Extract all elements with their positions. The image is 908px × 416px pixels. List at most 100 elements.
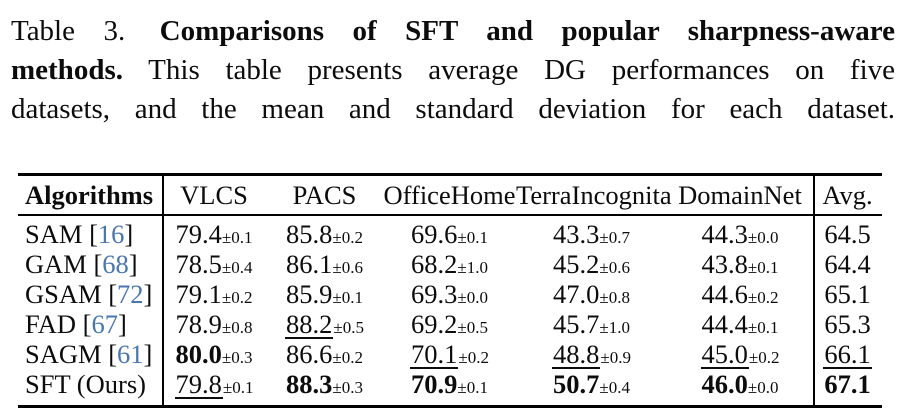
algorithm-cell: GSAM [72]	[18, 279, 162, 309]
metric-cell: 45.2±0.6	[516, 249, 667, 279]
citation-link[interactable]: 16	[97, 219, 125, 249]
metric-cell: 44.3±0.0	[667, 219, 813, 249]
mean-value: 45.2	[553, 249, 600, 279]
metric-cell: 68.2±1.0	[383, 249, 516, 279]
caption-line-1: Table 3. Comparisons of SFT and popular …	[11, 12, 895, 51]
mean-value: 44.6	[701, 279, 748, 309]
mean-value: 48.8	[552, 339, 601, 369]
citation-link[interactable]: 67	[91, 309, 119, 339]
mean-value: 47.0	[553, 279, 600, 309]
mean-value: 44.4	[701, 309, 748, 339]
metric-cell: 86.1±0.6	[266, 249, 383, 279]
mean-value: 86.1	[286, 249, 333, 279]
std-value: ±0.6	[599, 258, 630, 277]
citation-bracket-close: ]	[124, 219, 134, 249]
std-value: ±0.0	[747, 378, 779, 397]
mean-value: 69.6	[411, 219, 458, 249]
table-row: FAD [67] 78.9±0.8 88.2±0.5 69.2±0.5 45.7±1.0…	[18, 309, 882, 339]
std-value: ±0.9	[600, 348, 631, 367]
citation-link[interactable]: 72	[117, 279, 144, 309]
metric-cell: 80.0±0.3	[162, 339, 266, 369]
column-header-avg: Avg.	[822, 180, 873, 210]
std-value: ±0.1	[457, 228, 488, 247]
algorithm-cell: SFT (Ours)	[18, 369, 162, 399]
avg-cell: 66.1	[813, 339, 882, 369]
metric-cell: 88.2±0.5	[266, 309, 383, 339]
mean-value: 88.2	[285, 309, 334, 339]
column-header-terraincognita: TerraIncognita	[516, 180, 672, 210]
table-caption: Table 3. Comparisons of SFT and popular …	[11, 12, 895, 129]
metric-cell: 48.8±0.9	[516, 339, 667, 369]
algorithm-name: SAM	[25, 219, 83, 249]
std-value: ±1.0	[457, 258, 488, 277]
mean-value: 86.6	[286, 339, 333, 369]
metric-cell: 43.8±0.1	[667, 249, 813, 279]
table-row: SAM [16] 79.4±0.1 85.8±0.2 69.6±0.1 43.3±0.7…	[18, 219, 882, 249]
mean-value: 80.0	[175, 339, 222, 369]
metric-cell: 70.9±0.1	[383, 369, 516, 399]
citation-link[interactable]: 61	[117, 339, 144, 369]
citation-link[interactable]: 68	[102, 249, 129, 279]
std-value: ±0.5	[333, 318, 364, 337]
algorithm-name: GSAM	[25, 279, 102, 309]
metric-cell: 70.1±0.2	[383, 339, 516, 369]
metric-cell: 46.0±0.0	[667, 369, 813, 399]
avg-cell: 67.1	[813, 369, 882, 399]
table-row: SAGM [61] 80.0±0.3 86.6±0.2 70.1±0.2 48.8±0.…	[18, 339, 882, 369]
std-value: ±0.2	[747, 288, 779, 307]
citation-bracket-open: [	[82, 219, 98, 249]
std-value: ±0.2	[748, 348, 780, 367]
mean-value: 85.9	[286, 279, 333, 309]
metric-cell: 85.8±0.2	[266, 219, 383, 249]
std-value: ±0.0	[457, 288, 488, 307]
metric-cell: 45.0±0.2	[667, 339, 813, 369]
std-value: ±0.6	[332, 258, 363, 277]
caption-title-bold-cont: methods.	[11, 54, 123, 86]
results-table: Algorithms VLCS PACS OfficeHome TerraInc…	[18, 173, 882, 408]
caption-body-text-2: datasets, and the mean and standard devi…	[11, 93, 895, 125]
algorithm-cell: SAGM [61]	[18, 339, 162, 369]
std-value: ±0.1	[332, 288, 363, 307]
algorithm-cell: FAD [67]	[18, 309, 162, 339]
std-value: ±0.1	[747, 258, 779, 277]
algorithm-name: SAGM	[25, 339, 102, 369]
avg-value: 67.1	[824, 369, 871, 399]
mean-value: 45.7	[553, 309, 600, 339]
metric-cell: 44.6±0.2	[667, 279, 813, 309]
avg-cell: 65.1	[813, 279, 882, 309]
std-value: ±0.1	[747, 318, 779, 337]
avg-cell: 64.4	[813, 249, 882, 279]
caption-line-2: methods. This table presents average DG …	[11, 51, 895, 90]
table-body: SAM [16] 79.4±0.1 85.8±0.2 69.6±0.1 43.3±0.7…	[18, 216, 882, 405]
column-header-domainnet: DomainNet	[678, 180, 802, 210]
caption-body-text: This table presents average DG performan…	[148, 54, 895, 86]
avg-value: 64.4	[824, 249, 871, 279]
std-value: ±0.4	[599, 378, 630, 397]
mean-value: 70.9	[411, 369, 458, 399]
metric-cell: 69.6±0.1	[383, 219, 516, 249]
std-value: ±0.8	[221, 318, 253, 337]
avg-value: 64.5	[824, 219, 871, 249]
avg-value: 66.1	[823, 339, 872, 369]
citation-bracket-close: ]	[118, 309, 127, 339]
mean-value: 79.8	[174, 369, 223, 399]
mean-value: 85.8	[286, 219, 333, 249]
citation-bracket-open: [	[101, 339, 118, 369]
algorithm-name: FAD	[25, 309, 77, 339]
caption-table-label: Table 3.	[11, 15, 126, 47]
std-value: ±0.3	[332, 378, 363, 397]
metric-cell: 45.7±1.0	[516, 309, 667, 339]
metric-cell: 79.4±0.1	[162, 219, 266, 249]
column-divider-right	[813, 176, 815, 405]
metric-cell: 79.8±0.1	[162, 369, 266, 399]
std-value: ±0.4	[221, 258, 253, 277]
mean-value: 69.2	[411, 309, 458, 339]
column-header-officehome: OfficeHome	[383, 180, 516, 210]
std-value: ±0.1	[222, 378, 254, 397]
mean-value: 45.0	[700, 339, 749, 369]
mean-value: 78.9	[175, 309, 222, 339]
metric-cell: 69.2±0.5	[383, 309, 516, 339]
avg-cell: 64.5	[813, 219, 882, 249]
metric-cell: 69.3±0.0	[383, 279, 516, 309]
mean-value: 88.3	[286, 369, 333, 399]
